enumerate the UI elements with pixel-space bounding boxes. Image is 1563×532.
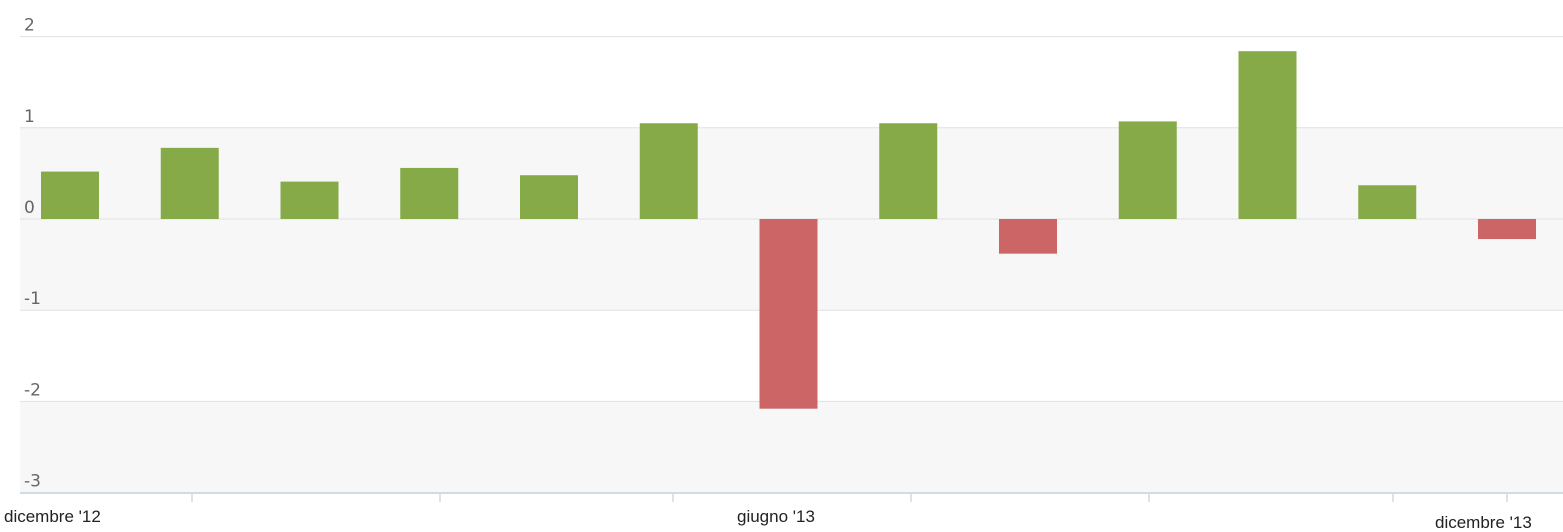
bar: novembre '13: 0.37 (1358, 185, 1417, 219)
x-axis (20, 492, 1563, 502)
bar: settembre '13: 1.07 (1118, 121, 1177, 219)
bars: dicembre '12: 0.52 gennaio '13: 0.78 febbr… (41, 51, 1536, 409)
y-tick-label: 0 (24, 198, 35, 218)
plot-band (20, 401, 1563, 493)
bar: marzo '13: 0.56 (400, 167, 459, 219)
y-tick-label: -3 (24, 472, 41, 492)
plot-band (20, 127, 1563, 219)
bar: luglio '13: 1.05 (879, 123, 938, 219)
bar: dicembre '12: 0.52 (41, 171, 99, 219)
x-tick-label: dicembre '13 (1435, 513, 1532, 532)
y-tick-label: 1 (24, 107, 35, 127)
bar: giugno '13: -2.08 (759, 219, 818, 409)
y-tick-label: -1 (24, 289, 41, 309)
bar: aprile '13: 0.48 (520, 175, 578, 219)
y-tick-label: 2 (24, 16, 35, 36)
bar: gennaio '13: 0.78 (160, 147, 219, 219)
bar: febbraio '13: 0.41 (280, 181, 339, 219)
y-tick-label: -2 (24, 380, 41, 400)
x-axis-ticks: dicembre '12 giugno '13 dicembre '13 (4, 507, 1532, 532)
bar: ottobre '13: 1.84 (1238, 51, 1297, 219)
y-axis-ticks: 2 1 0 -1 -2 -3 (24, 16, 41, 492)
bar: maggio '13: 1.05 (639, 123, 698, 219)
x-tick-label: dicembre '12 (4, 507, 101, 526)
bar: agosto '13: -0.38 (999, 219, 1057, 254)
bar: dicembre '13: -0.22 (1478, 219, 1536, 240)
x-tick-label: giugno '13 (737, 507, 815, 526)
